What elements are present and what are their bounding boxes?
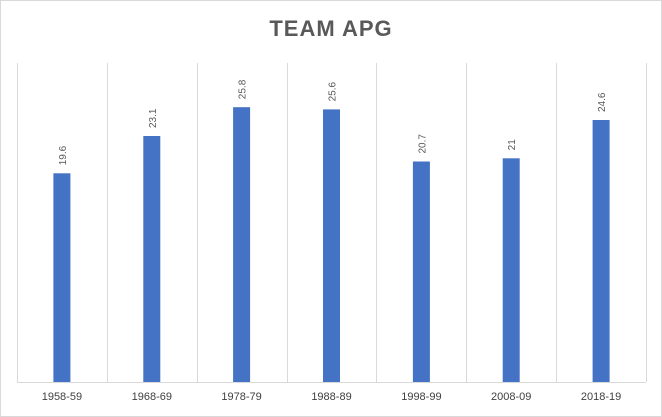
bar-1968-69 [143, 136, 161, 382]
bar-2008-09 [502, 158, 520, 382]
data-label-1978-79: 25.8 [238, 79, 249, 99]
data-label-2018-19: 24.6 [597, 92, 608, 112]
bar-1958-59 [53, 173, 71, 382]
data-label-1988-89: 25.6 [328, 81, 339, 101]
x-tick-label-2008-09: 2008-09 [491, 391, 531, 403]
data-label-1958-59: 19.6 [58, 145, 69, 165]
data-label-1998-99: 20.7 [417, 134, 428, 154]
x-tick-label-1958-59: 1958-59 [42, 391, 82, 403]
data-label-2008-09: 21 [507, 139, 518, 151]
chart-title: TEAM APG [269, 16, 393, 41]
x-tick-label-1988-89: 1988-89 [311, 391, 351, 403]
bar-1988-89 [323, 109, 340, 383]
x-tick-label-1978-79: 1978-79 [221, 391, 261, 403]
data-label-1968-69: 23.1 [148, 108, 159, 128]
bar-1978-79 [233, 107, 251, 382]
x-tick-label-1968-69: 1968-69 [132, 391, 172, 403]
x-tick-label-2018-19: 2018-19 [581, 391, 621, 403]
x-tick-label-1998-99: 1998-99 [401, 391, 441, 403]
bar-2018-19 [592, 120, 610, 382]
bar-1998-99 [412, 161, 430, 382]
